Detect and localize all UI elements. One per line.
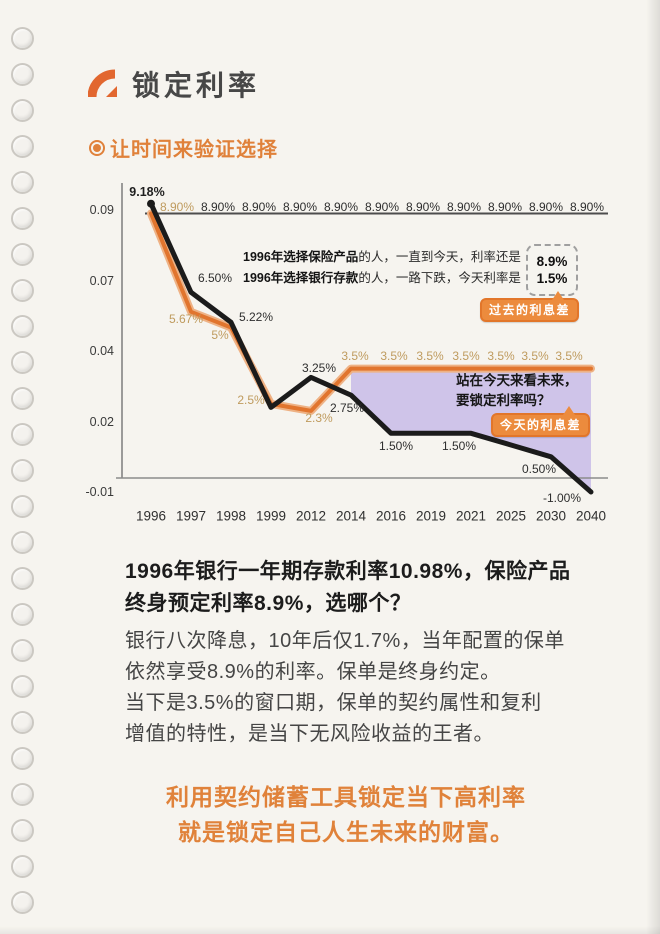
- x-axis-tick: 1999: [255, 508, 287, 524]
- x-axis-tick: 1998: [215, 508, 247, 524]
- binder-ring: [11, 891, 34, 914]
- binder-rings: [0, 0, 44, 934]
- chart-value-label: -1.00%: [542, 491, 582, 505]
- arc-logo-icon: [88, 69, 117, 98]
- chart-value-label: 8.90%: [569, 200, 605, 214]
- binder-ring: [11, 171, 34, 194]
- body-copy: 1996年银行一年期存款利率10.98%，保险产品 终身预定利率8.9%，选哪个…: [125, 556, 620, 750]
- chart-value-label: 3.5%: [416, 349, 444, 363]
- chart-value-label: 2.75%: [329, 401, 365, 415]
- page-header: 锁定利率: [88, 64, 260, 104]
- chart-value-label: 3.5%: [521, 349, 549, 363]
- chart-value-label: 2.3%: [305, 411, 333, 425]
- x-axis-tick: 2040: [575, 508, 607, 524]
- chart-value-label: 3.5%: [380, 349, 408, 363]
- chart-value-label: 2.5%: [237, 393, 265, 407]
- chart-value-label: 1.50%: [441, 439, 477, 453]
- binder-ring: [11, 819, 34, 842]
- binder-ring: [11, 63, 34, 86]
- binder-ring: [11, 135, 34, 158]
- y-axis-tick: 0.07: [89, 273, 114, 288]
- binder-ring: [11, 99, 34, 122]
- chart-value-label: 8.90%: [405, 200, 441, 214]
- chart-value-label: 8.90%: [487, 200, 523, 214]
- chart-value-label: 8.90%: [323, 200, 359, 214]
- section-subtitle-text: 让时间来验证选择: [110, 139, 278, 161]
- x-axis-tick: 1997: [175, 508, 207, 524]
- footer-slogan: 利用契约储蓄工具锁定当下高利率 就是锁定自己人生未来的财富。: [166, 784, 526, 845]
- chart-value-label: 5%: [211, 328, 229, 342]
- y-axis-tick: 0.09: [89, 203, 114, 217]
- chart-value-label: 8.90%: [282, 200, 318, 214]
- binder-ring: [11, 711, 34, 734]
- binder-ring: [11, 243, 34, 266]
- binder-ring: [11, 459, 34, 482]
- binder-ring: [11, 315, 34, 338]
- binder-ring: [11, 747, 34, 770]
- bank-rate-value: 1.5%: [536, 271, 568, 286]
- y-axis-tick: 0.04: [89, 344, 114, 358]
- binder-ring: [11, 423, 34, 446]
- page-title: 锁定利率: [132, 70, 261, 101]
- binder-ring: [11, 855, 34, 878]
- x-axis-tick: 1996: [135, 508, 167, 524]
- chart-value-label: 0.50%: [521, 462, 557, 476]
- today-spread-badge: 今天的利息差: [491, 406, 591, 437]
- y-axis-tick: -0.01: [85, 485, 115, 499]
- section-subtitle: 让时间来验证选择: [89, 133, 278, 162]
- x-axis-tick: 2016: [375, 508, 407, 524]
- chart-value-label: 8.90%: [200, 200, 236, 214]
- chart-value-label: 8.90%: [241, 200, 277, 214]
- binder-ring: [11, 351, 34, 374]
- binder-ring: [11, 783, 34, 806]
- x-axis-tick: 2014: [335, 508, 367, 524]
- binder-ring: [11, 675, 34, 698]
- chart-value-label: 3.5%: [555, 349, 583, 363]
- bullet-icon: [93, 143, 101, 152]
- binder-ring: [11, 567, 34, 590]
- arrow-up-icon: [563, 406, 576, 415]
- page-edge-shadow: [646, 0, 660, 934]
- y-axis-tick: 0.02: [89, 414, 114, 429]
- x-axis-tick: 2012: [295, 508, 327, 524]
- body-paragraphs: 银行八次降息，10年后仅1.7%，当年配置的保单 依然享受8.9%的利率。保单是…: [125, 630, 565, 745]
- chart-value-label: 1.50%: [378, 439, 414, 453]
- x-axis-tick: 2030: [535, 508, 567, 524]
- body-headline: 1996年银行一年期存款利率10.98%，保险产品 终身预定利率8.9%，选哪个…: [125, 560, 571, 615]
- chart-value-label: 8.90%: [446, 200, 482, 214]
- binder-ring: [11, 495, 34, 518]
- binder-ring: [11, 27, 34, 50]
- chart-value-label: 5.22%: [238, 310, 274, 324]
- binder-ring: [11, 531, 34, 554]
- annotation-line-bank: 1996年选择银行存款的人，一路下跌，今天利率是: [243, 270, 521, 285]
- binder-ring: [11, 207, 34, 230]
- rate-compare-box: 8.9% 1.5%: [526, 244, 578, 296]
- insurance-rate-value: 8.9%: [536, 254, 568, 269]
- chart-value-label: 3.5%: [487, 349, 515, 363]
- page-bottom-shadow: [0, 926, 660, 934]
- chart-value-label: 8.90%: [528, 200, 564, 214]
- binder-ring: [11, 603, 34, 626]
- chart-value-label: 3.5%: [452, 349, 480, 363]
- binder-ring: [11, 387, 34, 410]
- binder-ring: [11, 279, 34, 302]
- x-axis-tick: 2019: [415, 508, 447, 524]
- annotation-line-insurance: 1996年选择保险产品的人，一直到今天，利率还是: [243, 250, 521, 264]
- chart-value-label: 5.67%: [168, 312, 204, 326]
- chart-value-label: 3.25%: [301, 361, 337, 375]
- x-axis-tick: 2025: [495, 508, 527, 524]
- chart-value-label: 9.18%: [129, 185, 165, 199]
- past-spread-badge: 过去的利息差: [480, 291, 580, 322]
- chart-annotation-text: 1996年选择保险产品的人，一直到今天，利率还是 1996年选择银行存款的人，一…: [243, 247, 521, 288]
- future-question-text: 站在今天来看未来， 要锁定利率吗？: [456, 373, 578, 408]
- chart-value-label: 6.50%: [197, 271, 233, 285]
- chart-value-label: 8.90%: [364, 200, 400, 214]
- chart-value-label: 3.5%: [341, 349, 369, 363]
- chart-value-label: 8.90%: [159, 200, 195, 214]
- arrow-up-icon: [552, 291, 565, 300]
- binder-ring: [11, 639, 34, 662]
- x-axis-tick: 2021: [455, 508, 487, 524]
